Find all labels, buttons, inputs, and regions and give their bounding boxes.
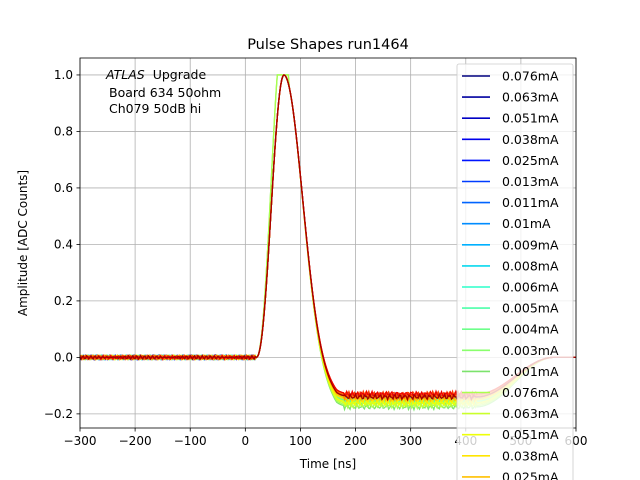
- legend-label: 0.006mA: [502, 280, 559, 295]
- legend-label: 0.001mA: [502, 364, 559, 379]
- svg-text:ATLAS Upgrade: ATLAS Upgrade: [105, 67, 206, 82]
- annotation-line2: Board 634 50ohm: [109, 85, 221, 100]
- x-tick-label: −300: [64, 434, 97, 448]
- x-tick-label: −200: [119, 434, 152, 448]
- legend-label: 0.038mA: [502, 132, 559, 147]
- legend-label: 0.038mA: [502, 448, 559, 463]
- legend-label: 0.025mA: [502, 469, 559, 480]
- x-tick-label: 0: [242, 434, 250, 448]
- y-tick-label: 0.8: [54, 125, 73, 139]
- legend-label: 0.063mA: [502, 90, 559, 105]
- y-tick-label: 0.4: [54, 238, 73, 252]
- x-tick-label: 200: [344, 434, 367, 448]
- legend-label: 0.051mA: [502, 111, 559, 126]
- legend-label: 0.005mA: [502, 301, 559, 316]
- legend-label: 0.063mA: [502, 406, 559, 421]
- y-tick-label: 1.0: [54, 68, 73, 82]
- x-axis-label: Time [ns]: [299, 457, 356, 471]
- legend-label: 0.01mA: [502, 216, 551, 231]
- legend-label: 0.009mA: [502, 237, 559, 252]
- y-tick-label: 0.2: [54, 294, 73, 308]
- legend-label: 0.013mA: [502, 174, 559, 189]
- legend-box: [456, 63, 574, 480]
- legend-label: 0.076mA: [502, 69, 559, 84]
- y-tick-label: 0.0: [54, 351, 73, 365]
- x-tick-label: −100: [174, 434, 207, 448]
- annotation-line3: Ch079 50dB hi: [109, 101, 201, 116]
- x-tick-label: 100: [289, 434, 312, 448]
- atlas-annotation: ATLAS Upgrade Board 634 50ohm Ch079 50dB…: [105, 67, 221, 116]
- annotation-atlas: ATLAS: [105, 67, 145, 82]
- y-tick-label: 0.6: [54, 181, 73, 195]
- legend-label: 0.011mA: [502, 195, 559, 210]
- legend-label: 0.051mA: [502, 427, 559, 442]
- legend-label: 0.025mA: [502, 153, 559, 168]
- chart-title: Pulse Shapes run1464: [247, 37, 409, 53]
- legend-label: 0.003mA: [502, 343, 559, 358]
- legend-label: 0.076mA: [502, 385, 559, 400]
- legend-label: 0.004mA: [502, 322, 559, 337]
- y-axis-label: Amplitude [ADC Counts]: [16, 170, 30, 316]
- x-tick-label: 300: [399, 434, 422, 448]
- annotation-line1: Upgrade: [153, 67, 207, 82]
- axes-frame: [79, 57, 577, 429]
- legend-label: 0.008mA: [502, 258, 559, 273]
- y-tick-label: −0.2: [44, 407, 73, 421]
- legend: 0.076mA 0.063mA 0.051mA 0.038mA 0.025mA 0.013…: [456, 63, 574, 480]
